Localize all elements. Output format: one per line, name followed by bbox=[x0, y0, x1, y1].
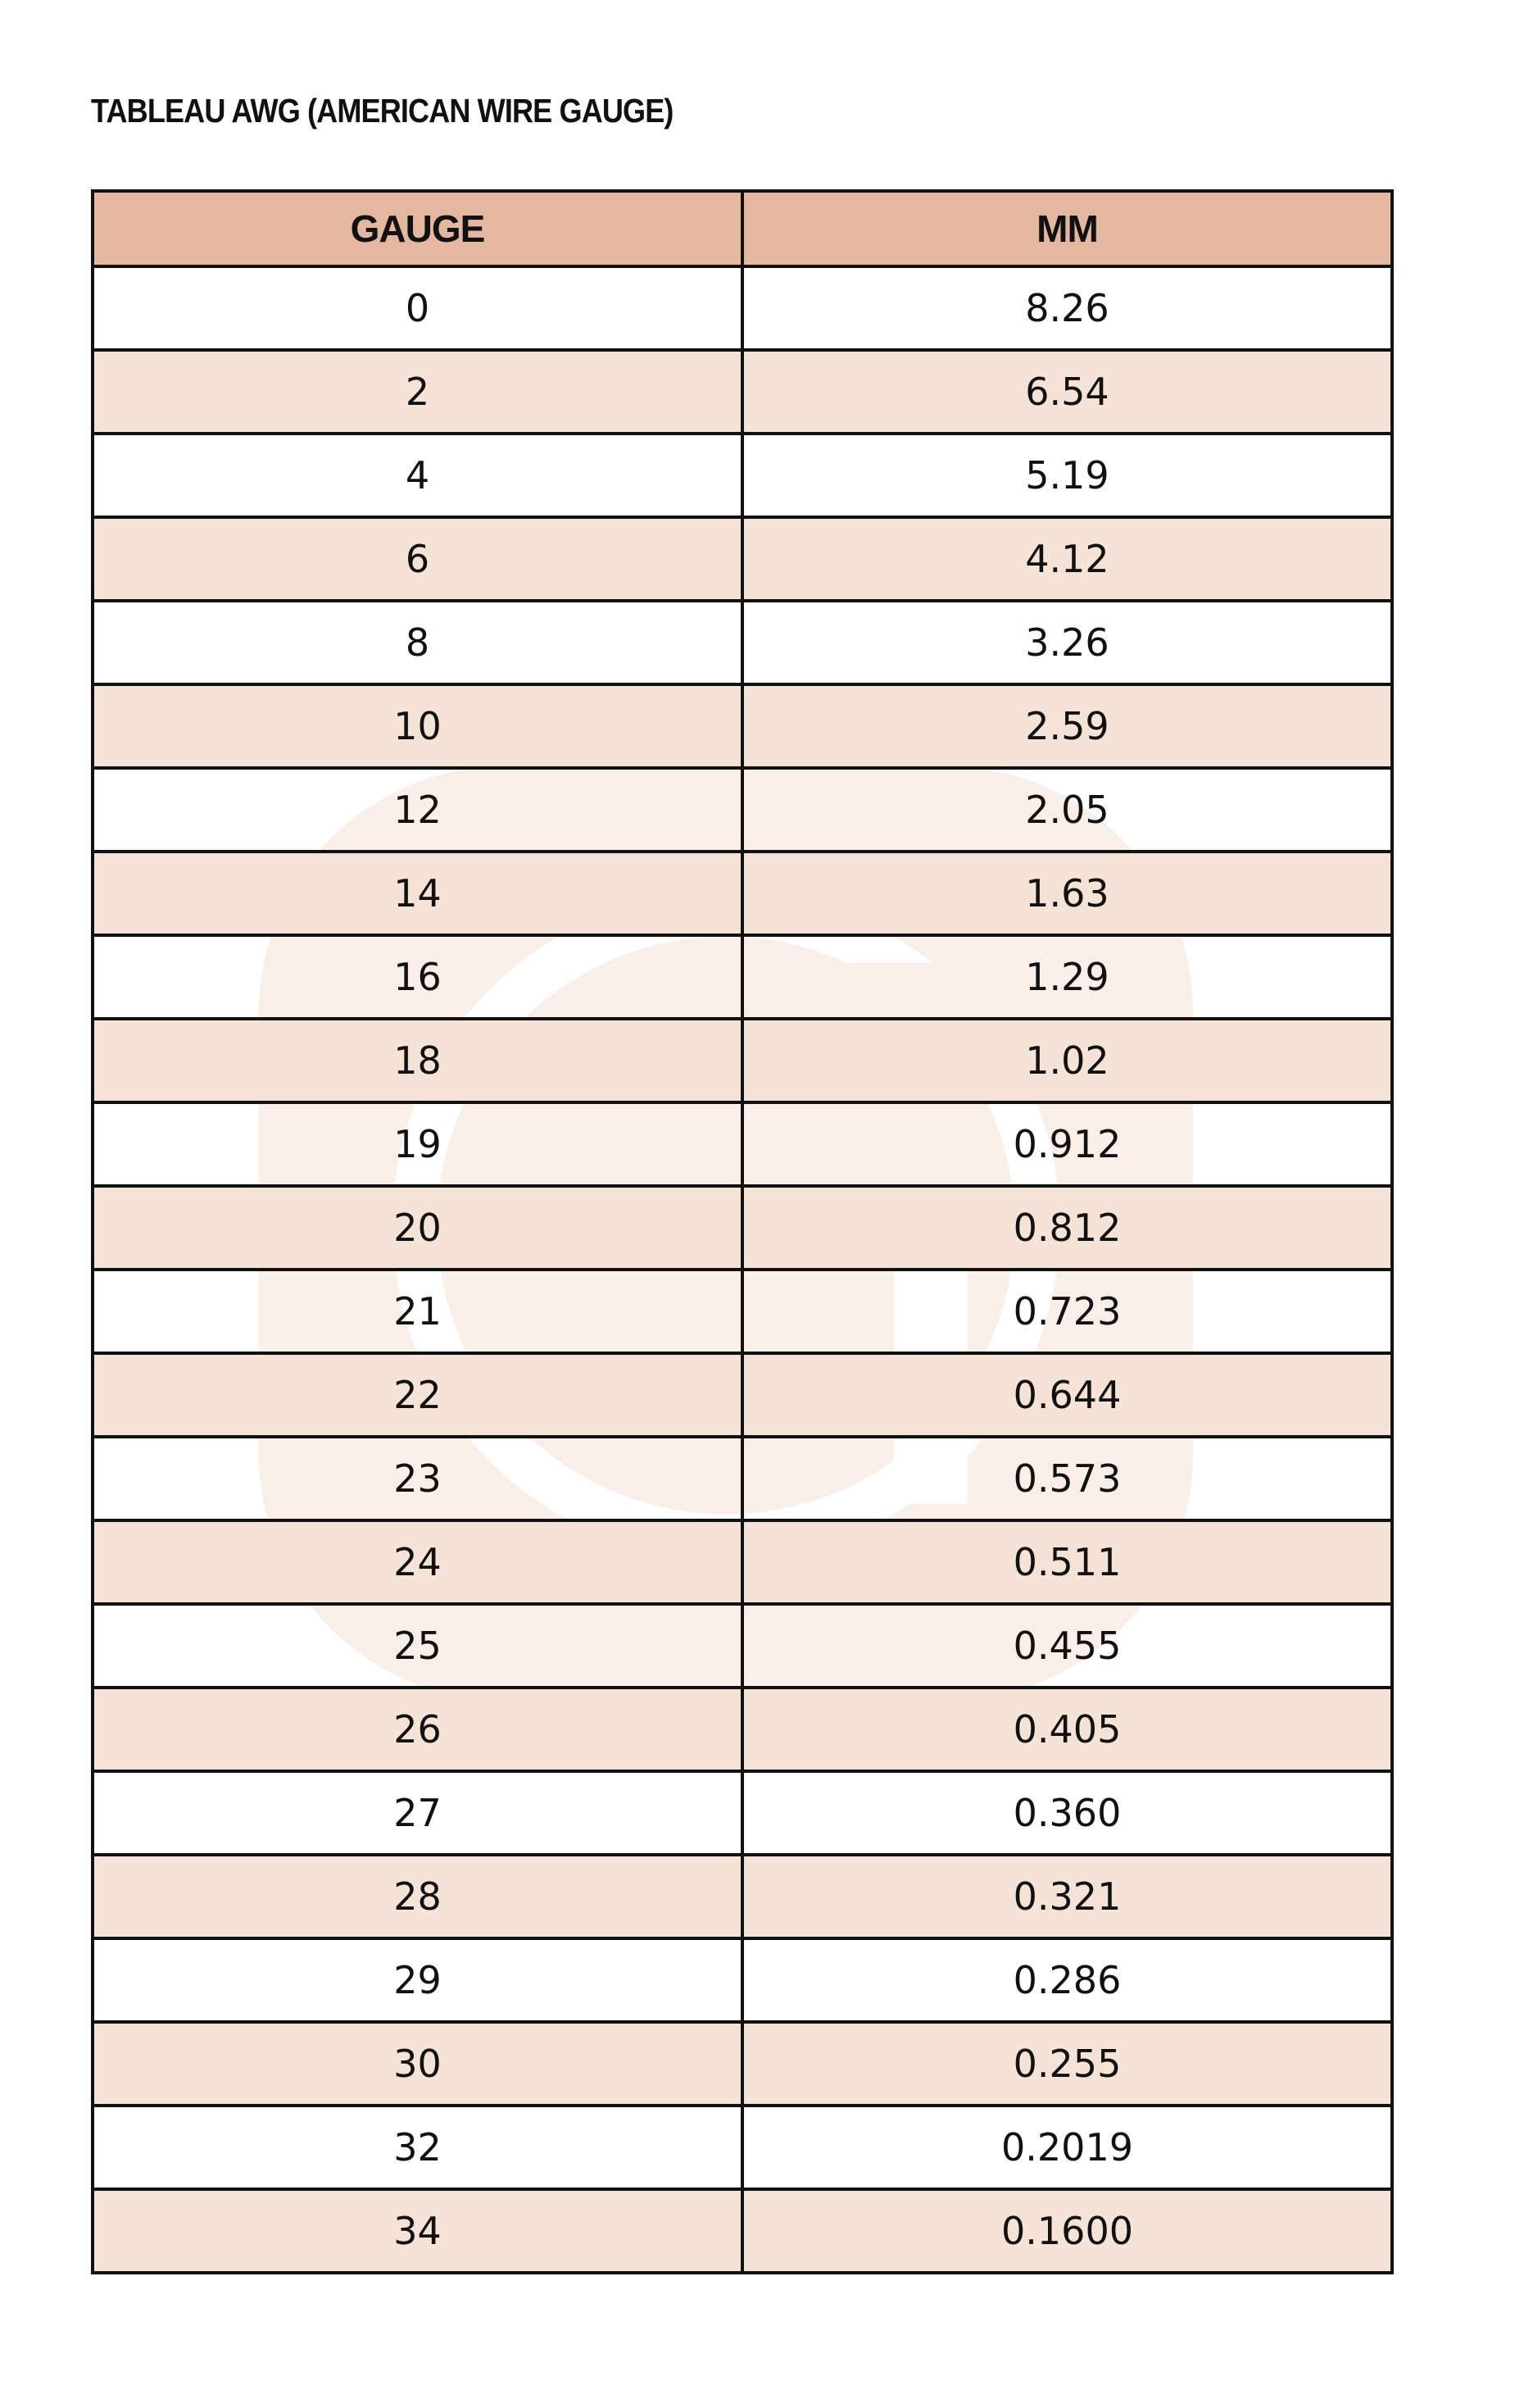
gauge-cell: 4 bbox=[91, 432, 744, 519]
mm-cell: 0.255 bbox=[741, 2020, 1394, 2107]
gauge-cell: 25 bbox=[91, 1602, 744, 1689]
gauge-cell: 6 bbox=[91, 516, 744, 602]
mm-cell: 8.26 bbox=[741, 265, 1394, 352]
awg-table: GAUGE MM 0 8.26 2 6.54 4 5.19 6 4.12 8 3.26 10 2.59… bbox=[91, 189, 1394, 2274]
table-row: 32 0.2019 bbox=[91, 2104, 1394, 2191]
table-row: 19 0.912 bbox=[91, 1101, 1394, 1188]
table-row: 28 0.321 bbox=[91, 1853, 1394, 1940]
mm-cell: 0.644 bbox=[741, 1352, 1394, 1438]
mm-cell: 0.723 bbox=[741, 1268, 1394, 1355]
mm-cell: 0.573 bbox=[741, 1435, 1394, 1522]
table-row: 34 0.1600 bbox=[91, 2188, 1394, 2274]
gauge-cell: 0 bbox=[91, 265, 744, 352]
table-row: 27 0.360 bbox=[91, 1770, 1394, 1856]
table-row: 2 6.54 bbox=[91, 348, 1394, 435]
mm-cell: 5.19 bbox=[741, 432, 1394, 519]
table-row: 24 0.511 bbox=[91, 1519, 1394, 1606]
table-row: 29 0.286 bbox=[91, 1937, 1394, 2024]
gauge-cell: 18 bbox=[91, 1017, 744, 1104]
mm-cell: 0.1600 bbox=[741, 2188, 1394, 2274]
mm-cell: 3.26 bbox=[741, 599, 1394, 686]
mm-cell: 0.2019 bbox=[741, 2104, 1394, 2191]
mm-cell: 0.286 bbox=[741, 1937, 1394, 2024]
gauge-cell: 29 bbox=[91, 1937, 744, 2024]
table-row: 10 2.59 bbox=[91, 683, 1394, 770]
mm-cell: 6.54 bbox=[741, 348, 1394, 435]
mm-cell: 0.405 bbox=[741, 1686, 1394, 1773]
gauge-cell: 22 bbox=[91, 1352, 744, 1438]
table-row: 12 2.05 bbox=[91, 766, 1394, 853]
table-row: 23 0.573 bbox=[91, 1435, 1394, 1522]
gauge-cell: 20 bbox=[91, 1184, 744, 1271]
mm-cell: 1.02 bbox=[741, 1017, 1394, 1104]
table-row: 0 8.26 bbox=[91, 265, 1394, 352]
mm-cell: 0.912 bbox=[741, 1101, 1394, 1188]
mm-cell: 0.812 bbox=[741, 1184, 1394, 1271]
table-row: 25 0.455 bbox=[91, 1602, 1394, 1689]
gauge-cell: 14 bbox=[91, 850, 744, 937]
gauge-cell: 23 bbox=[91, 1435, 744, 1522]
mm-cell: 1.29 bbox=[741, 934, 1394, 1020]
mm-cell: 0.511 bbox=[741, 1519, 1394, 1606]
gauge-cell: 19 bbox=[91, 1101, 744, 1188]
header-row: GAUGE MM bbox=[91, 189, 1394, 268]
table-row: 4 5.19 bbox=[91, 432, 1394, 519]
gauge-cell: 10 bbox=[91, 683, 744, 770]
mm-cell: 2.05 bbox=[741, 766, 1394, 853]
table-row: 30 0.255 bbox=[91, 2020, 1394, 2107]
gauge-cell: 26 bbox=[91, 1686, 744, 1773]
gauge-cell: 34 bbox=[91, 2188, 744, 2274]
gauge-cell: 16 bbox=[91, 934, 744, 1020]
table-row: 26 0.405 bbox=[91, 1686, 1394, 1773]
table-row: 18 1.02 bbox=[91, 1017, 1394, 1104]
page-title: TABLEAU AWG (AMERICAN WIRE GAUGE) bbox=[91, 92, 674, 129]
mm-cell: 0.360 bbox=[741, 1770, 1394, 1856]
table-row: 8 3.26 bbox=[91, 599, 1394, 686]
gauge-cell: 12 bbox=[91, 766, 744, 853]
mm-cell: 0.455 bbox=[741, 1602, 1394, 1689]
table-row: 20 0.812 bbox=[91, 1184, 1394, 1271]
mm-cell: 0.321 bbox=[741, 1853, 1394, 1940]
gauge-cell: 32 bbox=[91, 2104, 744, 2191]
table-row: 6 4.12 bbox=[91, 516, 1394, 602]
table-row: 21 0.723 bbox=[91, 1268, 1394, 1355]
table-row: 16 1.29 bbox=[91, 934, 1394, 1020]
gauge-cell: 8 bbox=[91, 599, 744, 686]
gauge-cell: 28 bbox=[91, 1853, 744, 1940]
gauge-cell: 27 bbox=[91, 1770, 744, 1856]
mm-cell: 4.12 bbox=[741, 516, 1394, 602]
gauge-cell: 21 bbox=[91, 1268, 744, 1355]
table-row: 22 0.644 bbox=[91, 1352, 1394, 1438]
gauge-cell: 2 bbox=[91, 348, 744, 435]
gauge-cell: 24 bbox=[91, 1519, 744, 1606]
column-header-mm: MM bbox=[741, 189, 1394, 268]
column-header-gauge: GAUGE bbox=[91, 189, 744, 268]
mm-cell: 1.63 bbox=[741, 850, 1394, 937]
mm-cell: 2.59 bbox=[741, 683, 1394, 770]
gauge-cell: 30 bbox=[91, 2020, 744, 2107]
table-row: 14 1.63 bbox=[91, 850, 1394, 937]
